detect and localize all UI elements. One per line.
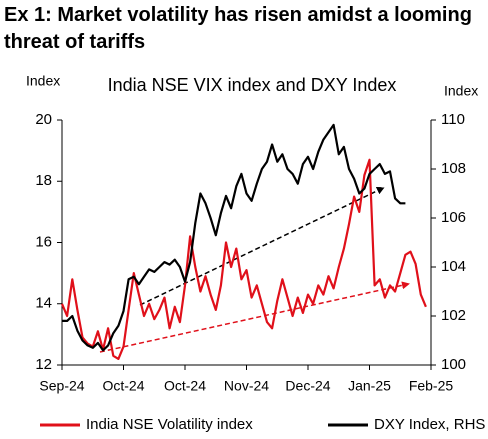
y2-tick-label: 106 bbox=[441, 209, 466, 226]
y2-tick-label: 108 bbox=[441, 160, 466, 177]
series-line bbox=[60, 158, 427, 360]
y2-tick-label: 102 bbox=[441, 307, 466, 324]
y2-tick-label: 104 bbox=[441, 258, 466, 275]
x-tick-label: Oct-24 bbox=[102, 378, 144, 394]
trend-arrow bbox=[99, 281, 410, 353]
legend: India NSE Volatility index DXY Index, RHS bbox=[40, 416, 485, 433]
x-tick-label: Feb-25 bbox=[409, 378, 454, 394]
legend-label: India NSE Volatility index bbox=[86, 416, 253, 433]
x-tick-label: Jan-25 bbox=[348, 378, 391, 394]
y2-tick-label: 100 bbox=[441, 356, 466, 373]
series-line bbox=[62, 123, 406, 352]
y-tick-label: 12 bbox=[35, 356, 52, 373]
chart-subtitle: India NSE VIX index and DXY Index bbox=[108, 75, 397, 95]
y-tick-label: 20 bbox=[35, 111, 52, 128]
chart-title: Ex 1: Market volatility has risen amidst… bbox=[4, 4, 472, 53]
legend-label: DXY Index, RHS bbox=[374, 416, 485, 433]
y-tick-label: 18 bbox=[35, 172, 52, 189]
y2-tick-label: 110 bbox=[441, 111, 465, 128]
trend-arrow bbox=[139, 186, 385, 306]
y2-axis-label: Index bbox=[444, 83, 478, 99]
x-tick-label: Dec-24 bbox=[285, 378, 330, 394]
y-tick-label: 14 bbox=[35, 295, 52, 312]
y-axis-label: Index bbox=[26, 73, 60, 89]
y-tick-label: 16 bbox=[35, 233, 52, 250]
x-tick-label: Oct-24 bbox=[164, 378, 206, 394]
x-tick-label: Nov-24 bbox=[224, 378, 269, 394]
x-tick-label: Sep-24 bbox=[39, 378, 84, 394]
